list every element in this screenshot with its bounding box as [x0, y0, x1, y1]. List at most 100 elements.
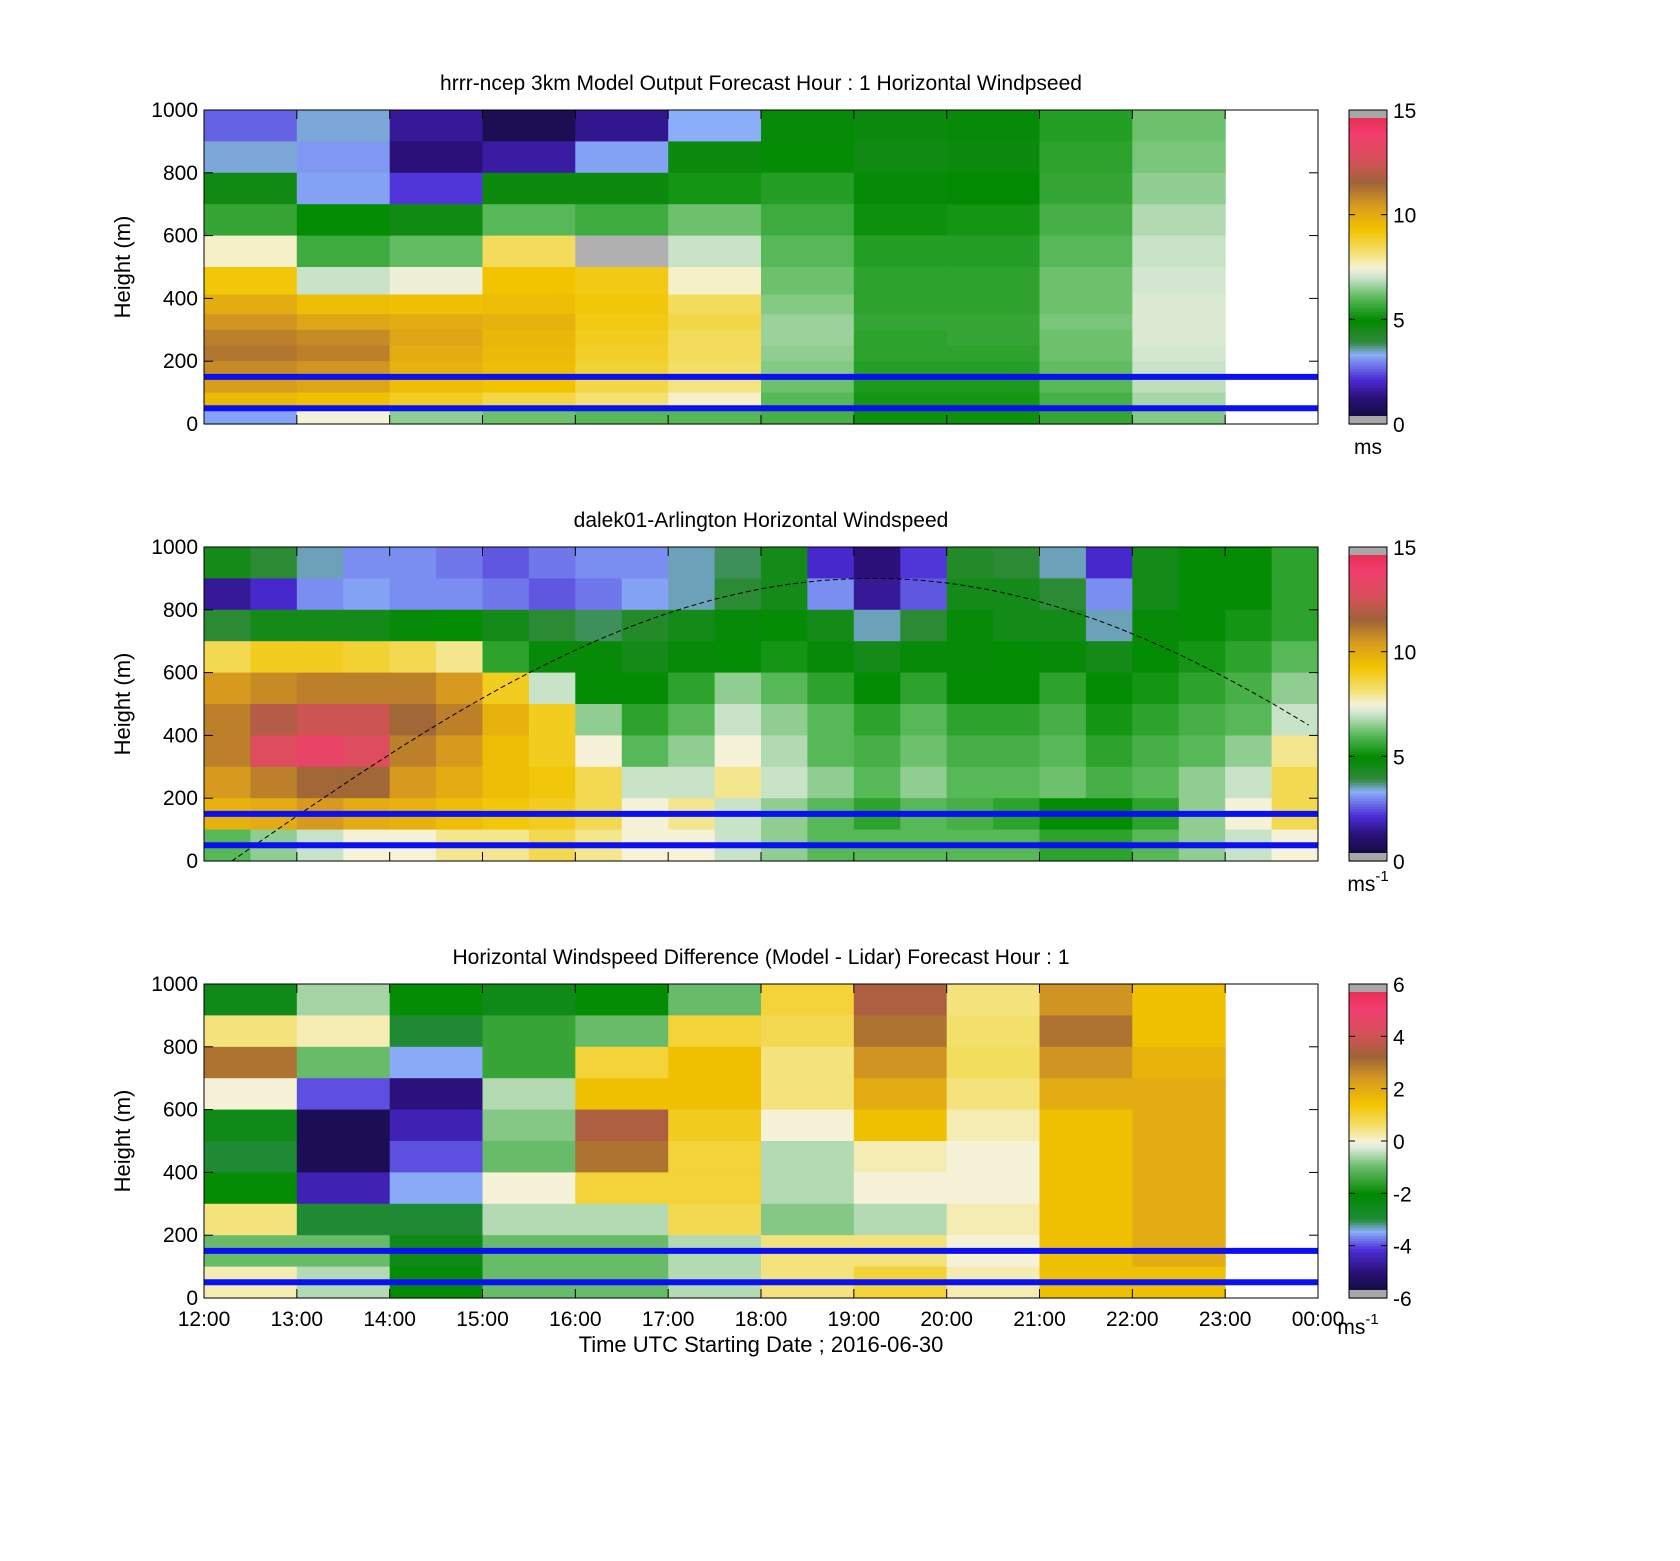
colorbar-segment	[1349, 680, 1387, 684]
heatmap-cell	[1039, 1078, 1133, 1111]
heatmap-cell	[1132, 141, 1226, 174]
heatmap-cell	[296, 578, 344, 611]
heatmap-cell	[1132, 547, 1180, 579]
heatmap-cell	[250, 766, 298, 799]
colorbar-segment	[1349, 701, 1387, 705]
heatmap-cell	[204, 1141, 298, 1173]
colorbar-segment	[1349, 675, 1387, 679]
heatmap-cell	[853, 578, 901, 611]
colorbar-segment	[1349, 311, 1387, 315]
heatmap-cell	[1132, 735, 1180, 768]
heatmap-cell	[993, 672, 1041, 705]
colorbar-segment	[1349, 1253, 1387, 1257]
heatmap-cell	[1039, 314, 1133, 331]
heatmap-cell	[1271, 578, 1319, 611]
heatmap-cell	[1132, 609, 1180, 642]
heatmap-cell	[668, 578, 716, 611]
heatmap-cell	[296, 361, 391, 378]
heatmap-cell	[853, 1141, 948, 1173]
heatmap-cell	[714, 641, 762, 674]
x-tick-label: 13:00	[271, 1308, 324, 1331]
heatmap-cell	[575, 641, 623, 674]
heatmap-cell	[482, 547, 530, 579]
colorbar-segment	[1349, 1172, 1387, 1176]
heatmap-cell	[482, 735, 530, 768]
heatmap-cell	[389, 141, 484, 174]
heatmap-cell	[482, 984, 576, 1016]
heatmap-cell	[668, 1172, 762, 1205]
colorbar-segment	[1349, 157, 1387, 161]
heatmap-cell	[946, 361, 1041, 378]
colorbar-segment	[1349, 636, 1387, 640]
heatmap-cell	[250, 704, 298, 736]
heatmap-cell	[482, 110, 576, 142]
heatmap-cell	[482, 1078, 576, 1111]
heatmap-cell	[761, 1078, 855, 1111]
heatmap-cell	[1132, 408, 1226, 425]
heatmap-cell	[296, 672, 344, 705]
heatmap-cell	[761, 204, 855, 237]
colorbar-segment	[1349, 845, 1387, 849]
colorbar-segment	[1349, 397, 1387, 401]
heatmap-cell	[296, 408, 391, 425]
colorbar-segment	[1349, 1138, 1387, 1142]
heatmap-cell	[900, 704, 948, 736]
x-axis-label: Time UTC Starting Date ; 2016-06-30	[579, 1332, 944, 1357]
heatmap-cell	[1225, 704, 1273, 736]
colorbar-segment	[1349, 667, 1387, 671]
colorbar-segment	[1349, 264, 1387, 268]
heatmap-cell	[853, 1109, 948, 1142]
colorbar-tick-label: 2	[1393, 1079, 1405, 1102]
colorbar-segment	[1349, 1287, 1387, 1291]
colorbar-segment	[1349, 693, 1387, 697]
colorbar-cap-top	[1349, 984, 1387, 992]
heatmap-cell	[714, 672, 762, 705]
heatmap-cell	[1132, 1203, 1226, 1236]
colorbar-segment	[1349, 361, 1387, 365]
heatmap-cell	[296, 345, 391, 362]
heatmap-cell	[343, 766, 391, 799]
colorbar-segment	[1349, 327, 1387, 331]
colorbar-segment	[1349, 711, 1387, 716]
colorbar-segment	[1349, 188, 1387, 192]
colorbar-segment	[1349, 348, 1387, 352]
heatmap-cell	[761, 345, 855, 362]
heatmap-cell	[389, 547, 437, 579]
colorbar-segment	[1349, 787, 1387, 791]
colorbar-segment	[1349, 1125, 1387, 1129]
heatmap-cell	[668, 408, 762, 425]
y-tick-label: 800	[163, 1036, 198, 1059]
heatmap-cell	[761, 329, 855, 347]
heatmap-cell	[575, 172, 669, 205]
colorbar-segment	[1349, 138, 1387, 142]
heatmap-cell	[482, 329, 576, 347]
colorbar-segment	[1349, 230, 1387, 234]
colorbar-segment	[1349, 1088, 1387, 1092]
heatmap-cell	[1085, 704, 1133, 736]
heatmap-cell	[389, 1109, 484, 1142]
colorbar-segment	[1349, 261, 1387, 265]
heatmap-cell	[482, 235, 576, 268]
colorbar-segment	[1349, 847, 1387, 852]
heatmap-cell	[761, 1015, 855, 1048]
x-tick-label: 12:00	[178, 1308, 231, 1331]
panel-title: dalek01-Arlington Horizontal Windspeed	[574, 509, 949, 532]
colorbar-segment	[1349, 1010, 1387, 1014]
x-tick-label: 23:00	[1199, 1308, 1252, 1331]
heatmap-cell	[761, 1046, 855, 1079]
heatmap-cell	[296, 204, 391, 237]
heatmap-cell	[1225, 672, 1273, 705]
colorbar-segment	[1349, 751, 1387, 755]
heatmap-cell	[389, 329, 484, 347]
colorbar-units: ms	[1354, 436, 1382, 459]
colorbar-segment	[1349, 1279, 1387, 1283]
heatmap-cell	[1085, 641, 1133, 674]
colorbar-cap-bottom	[1349, 1290, 1387, 1298]
colorbar-segment	[1349, 1148, 1387, 1152]
heatmap-cell	[528, 547, 576, 579]
heatmap-cell	[1039, 1203, 1133, 1236]
heatmap-cell	[1271, 735, 1319, 768]
colorbar-tick-label: 4	[1393, 1026, 1405, 1049]
colorbar-segment	[1349, 233, 1387, 237]
heatmap-cell	[250, 735, 298, 768]
